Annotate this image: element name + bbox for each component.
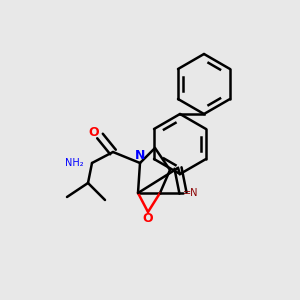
- Text: N: N: [135, 149, 145, 162]
- Text: =N: =N: [183, 188, 198, 198]
- Text: O: O: [143, 212, 153, 224]
- Text: NH₂: NH₂: [65, 158, 83, 168]
- Text: O: O: [89, 127, 99, 140]
